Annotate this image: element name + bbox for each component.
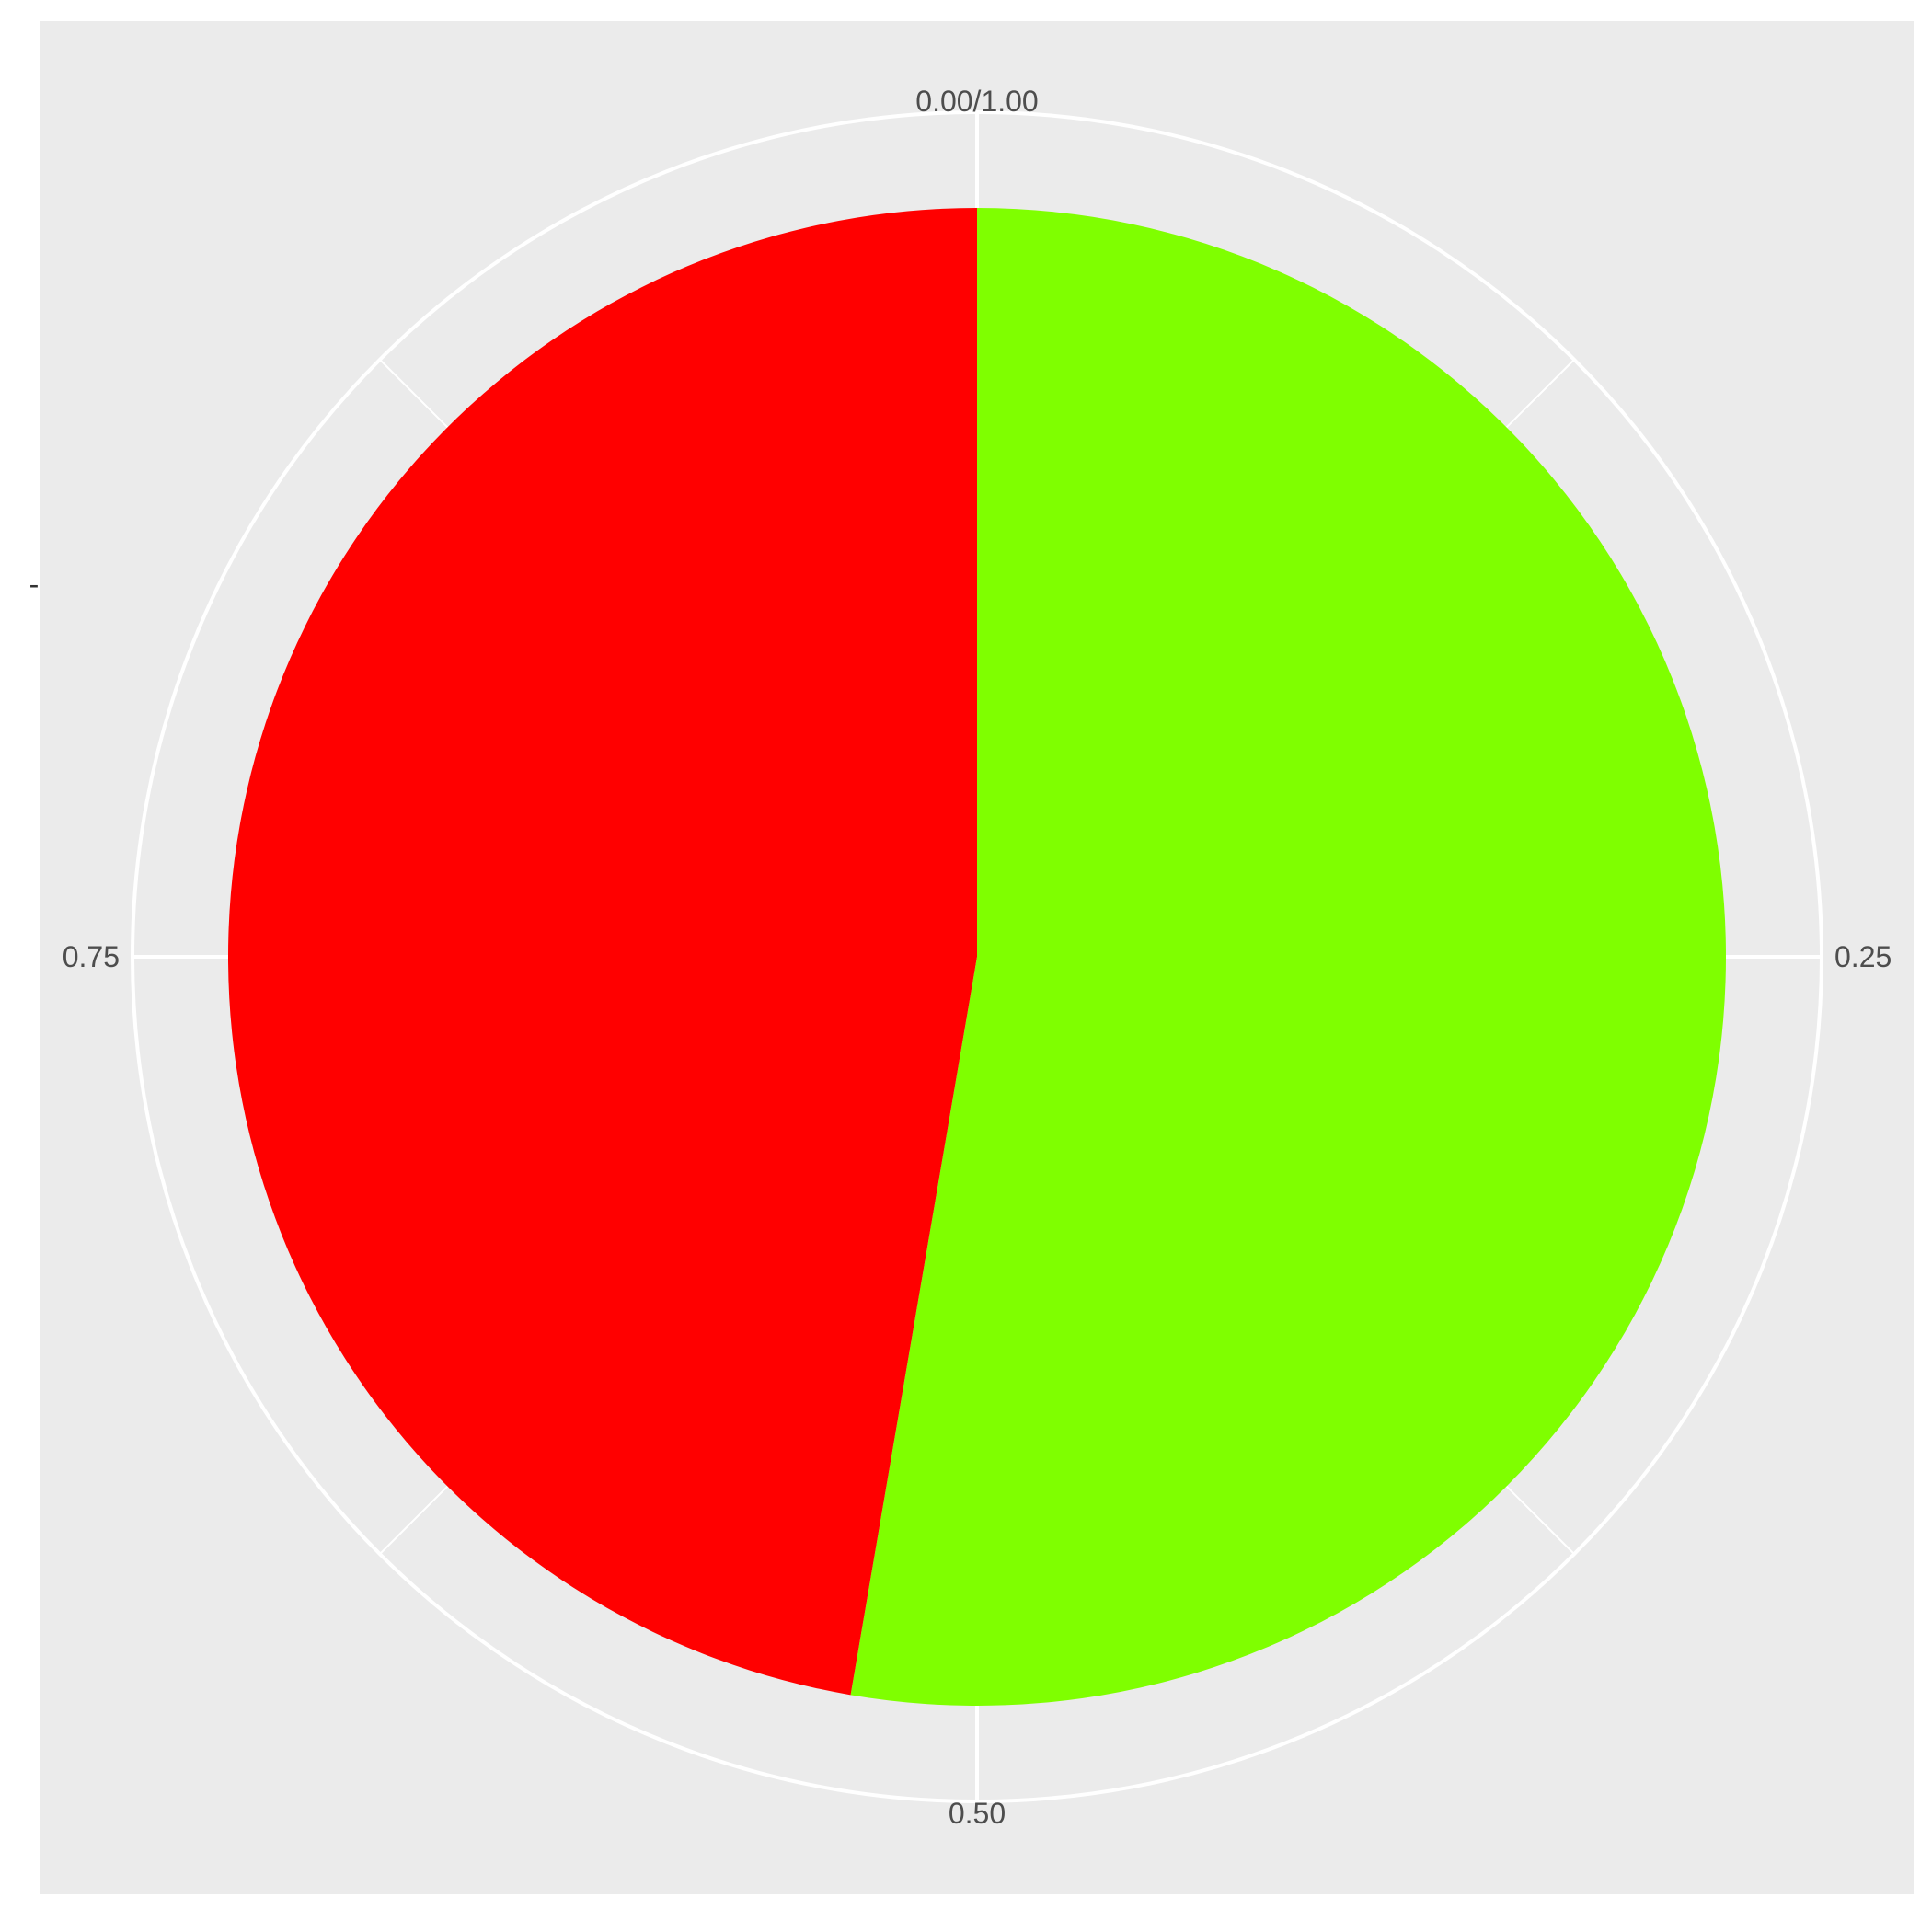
pie-slice-0 <box>850 208 1726 1706</box>
angular-tick-label-2: 0.50 <box>949 1797 1006 1830</box>
angular-tick-label-3: 0.75 <box>63 940 120 973</box>
y-axis-tick-label: - <box>29 568 40 601</box>
angular-ticks: 0.00/1.00 0.25 0.50 0.75 <box>63 85 1892 1830</box>
angular-tick-label-0: 0.00/1.00 <box>915 85 1038 118</box>
pie-slice-1 <box>227 208 977 1696</box>
angular-tick-label-1: 0.25 <box>1834 940 1892 973</box>
pie-slices <box>227 208 1726 1706</box>
